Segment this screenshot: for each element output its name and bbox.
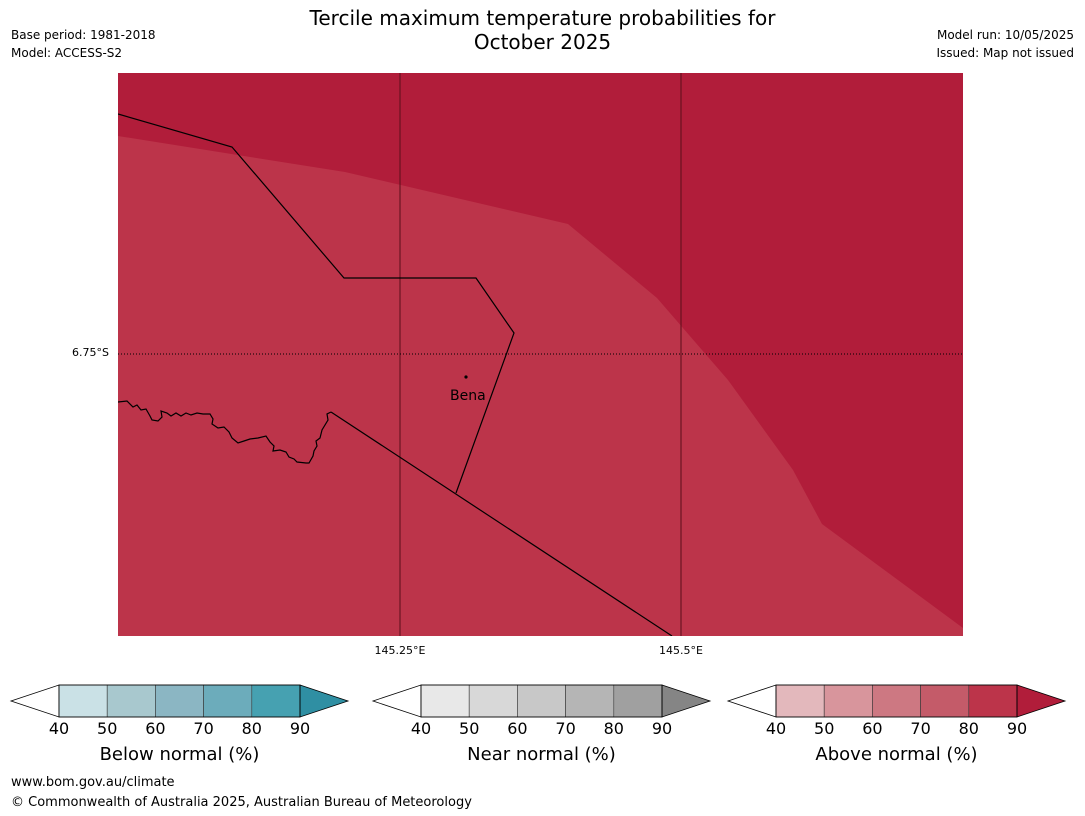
legend-outline [58,684,301,718]
title-line-1: Tercile maximum temperature probabilitie… [309,6,776,30]
chart-title: Tercile maximum temperature probabilitie… [0,6,1085,54]
legend-tick-label: 90 [1006,719,1028,738]
legend-tick-label: 50 [814,719,835,738]
legend-segment [155,684,204,718]
legend-segment [106,684,156,718]
legend-tick-label: 40 [410,719,432,738]
footer-url: www.bom.gov.au/climate [11,775,175,790]
legend-colorbar [9,684,350,718]
legend-segment [920,684,970,718]
legend-colorbar [371,684,712,718]
legend-arrow-low [371,684,422,718]
footer-copyright: © Commonwealth of Australia 2025, Austra… [11,795,472,810]
legend-tick-label: 70 [910,719,931,738]
legend-segment [823,684,873,718]
legend-arrow-high [299,684,350,718]
region-above-80-90 [118,73,963,628]
legend-tick-label: 40 [765,719,787,738]
place-marker [464,375,468,379]
legend-segment [613,684,663,718]
legend-segment [968,684,1018,718]
legend-segment [565,684,615,718]
legend-arrow-low [726,684,777,718]
legend-arrow-low [9,684,60,718]
legend-tick-label: 80 [241,719,262,738]
issued-status: Issued: Map not issued [936,46,1074,60]
legend-bars [9,684,1067,718]
legend-tick-label: 80 [603,719,624,738]
legend-segment [468,684,518,718]
legend-segment [251,684,301,718]
legend-tick-label: 90 [651,719,673,738]
legend-title: Below normal (%) [99,744,260,765]
legend-title: Near normal (%) [467,744,616,765]
legend-tick-label: 70 [193,719,214,738]
legend-arrow-high [1016,684,1067,718]
legend-arrow-high [661,684,712,718]
model-name: Model: ACCESS-S2 [11,46,123,60]
legend-title: Above normal (%) [815,744,978,765]
legend-tick-label: 60 [507,719,528,738]
legend-segment [517,684,566,718]
legend-segment [58,684,108,718]
latitude-label: 6.75°S [72,346,109,359]
legend-outline [420,684,663,718]
river-boundary [118,400,332,464]
legend-tick-label: 40 [48,719,70,738]
title-line-2: October 2025 [473,30,612,54]
legend-segment [203,684,253,718]
legend-tick-label: 60 [145,719,166,738]
legend-tick-label: 50 [97,719,118,738]
legend-tick-label: 90 [289,719,311,738]
legend-segment [420,684,470,718]
base-period: Base period: 1981-2018 [11,28,156,42]
legend-outline [775,684,1018,718]
legend-colorbar [726,684,1067,718]
model-run: Model run: 10/05/2025 [936,28,1074,42]
province-boundary [330,411,673,636]
legend-segment [872,684,921,718]
legend-tick-label: 50 [459,719,480,738]
province-boundary [118,113,515,494]
legend-segment [775,684,825,718]
longitude-label: 145.25°E [374,644,426,657]
legend-tick-label: 80 [958,719,979,738]
legend-tick-label: 70 [555,719,576,738]
meta-right: Model run: 10/05/2025 Issued: Map not is… [936,26,1074,62]
meta-left: Base period: 1981-2018 Model: ACCESS-S2 [11,26,156,62]
longitude-label: 145.5°E [659,644,703,657]
place-label: Bena [450,388,486,404]
legend-tick-label: 60 [862,719,883,738]
